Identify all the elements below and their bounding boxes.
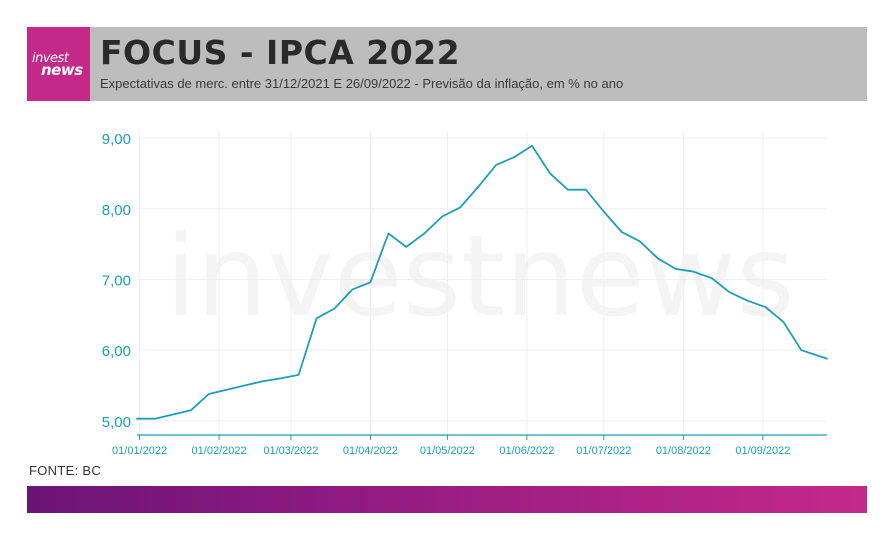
series-group [136, 144, 828, 420]
x-tick-label: 01/06/2022 [499, 445, 554, 457]
logo-text-invest: invest [32, 51, 69, 66]
x-tick-label: 01/08/2022 [656, 445, 711, 457]
chart-subtitle: Expectativas de merc. entre 31/12/2021 E… [100, 76, 624, 91]
footer-gradient-bar [27, 486, 867, 513]
x-tick-label: 01/05/2022 [420, 445, 475, 457]
x-tick-label: 01/04/2022 [343, 445, 398, 457]
y-tick-label: 6,00 [102, 343, 131, 360]
x-tick-label: 01/09/2022 [735, 445, 790, 457]
y-tick-label: 7,00 [102, 272, 131, 289]
y-axis: 5,00 6,00 7,00 8,00 9,00 [102, 131, 131, 431]
x-axis: 01/01/2022 01/02/2022 01/03/2022 01/04/2022… [112, 434, 827, 457]
logo-text-news: news [41, 61, 83, 79]
grid [137, 131, 827, 435]
x-tick-label: 01/07/2022 [576, 445, 631, 457]
x-tick-label: 01/01/2022 [112, 445, 167, 457]
y-tick-label: 8,00 [102, 202, 131, 219]
y-tick-label: 5,00 [102, 414, 131, 431]
x-tick-label: 01/02/2022 [192, 445, 247, 457]
header: invest news FOCUS - IPCA 2022 Expectativ… [27, 27, 867, 101]
source-note: FONTE: BC [29, 463, 102, 478]
ipca-series-line [136, 144, 828, 420]
watermark: investnews [165, 212, 794, 342]
investnews-logo: invest news [27, 27, 90, 101]
chart-title: FOCUS - IPCA 2022 [100, 33, 461, 72]
y-tick-label: 9,00 [102, 131, 131, 148]
x-tick-label: 01/03/2022 [263, 445, 318, 457]
